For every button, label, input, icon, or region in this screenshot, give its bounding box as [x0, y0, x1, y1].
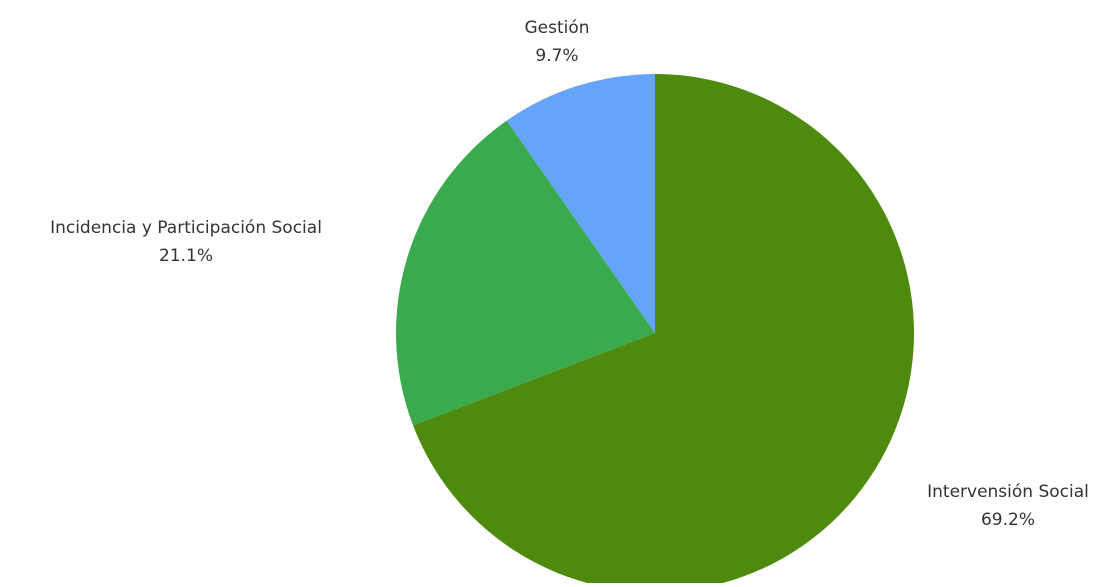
slice-label-3: Gestión: [524, 18, 589, 38]
pie-slice-2: [396, 120, 655, 426]
pie-labels: Intervensión Social 69.2% Incidencia y Par…: [50, 18, 1089, 530]
pie-slice-1: [413, 74, 914, 587]
slice-label-2: Incidencia y Participación Social: [50, 218, 322, 238]
pie-slices: [396, 74, 914, 587]
slice-value-label-3: 9.7%: [535, 46, 578, 66]
slice-value-label-2: 21.1%: [159, 246, 213, 266]
slice-value-label-1: 69.2%: [981, 510, 1035, 530]
pie-slice-3: [506, 74, 655, 333]
slice-label-1: Intervensión Social: [927, 482, 1089, 502]
